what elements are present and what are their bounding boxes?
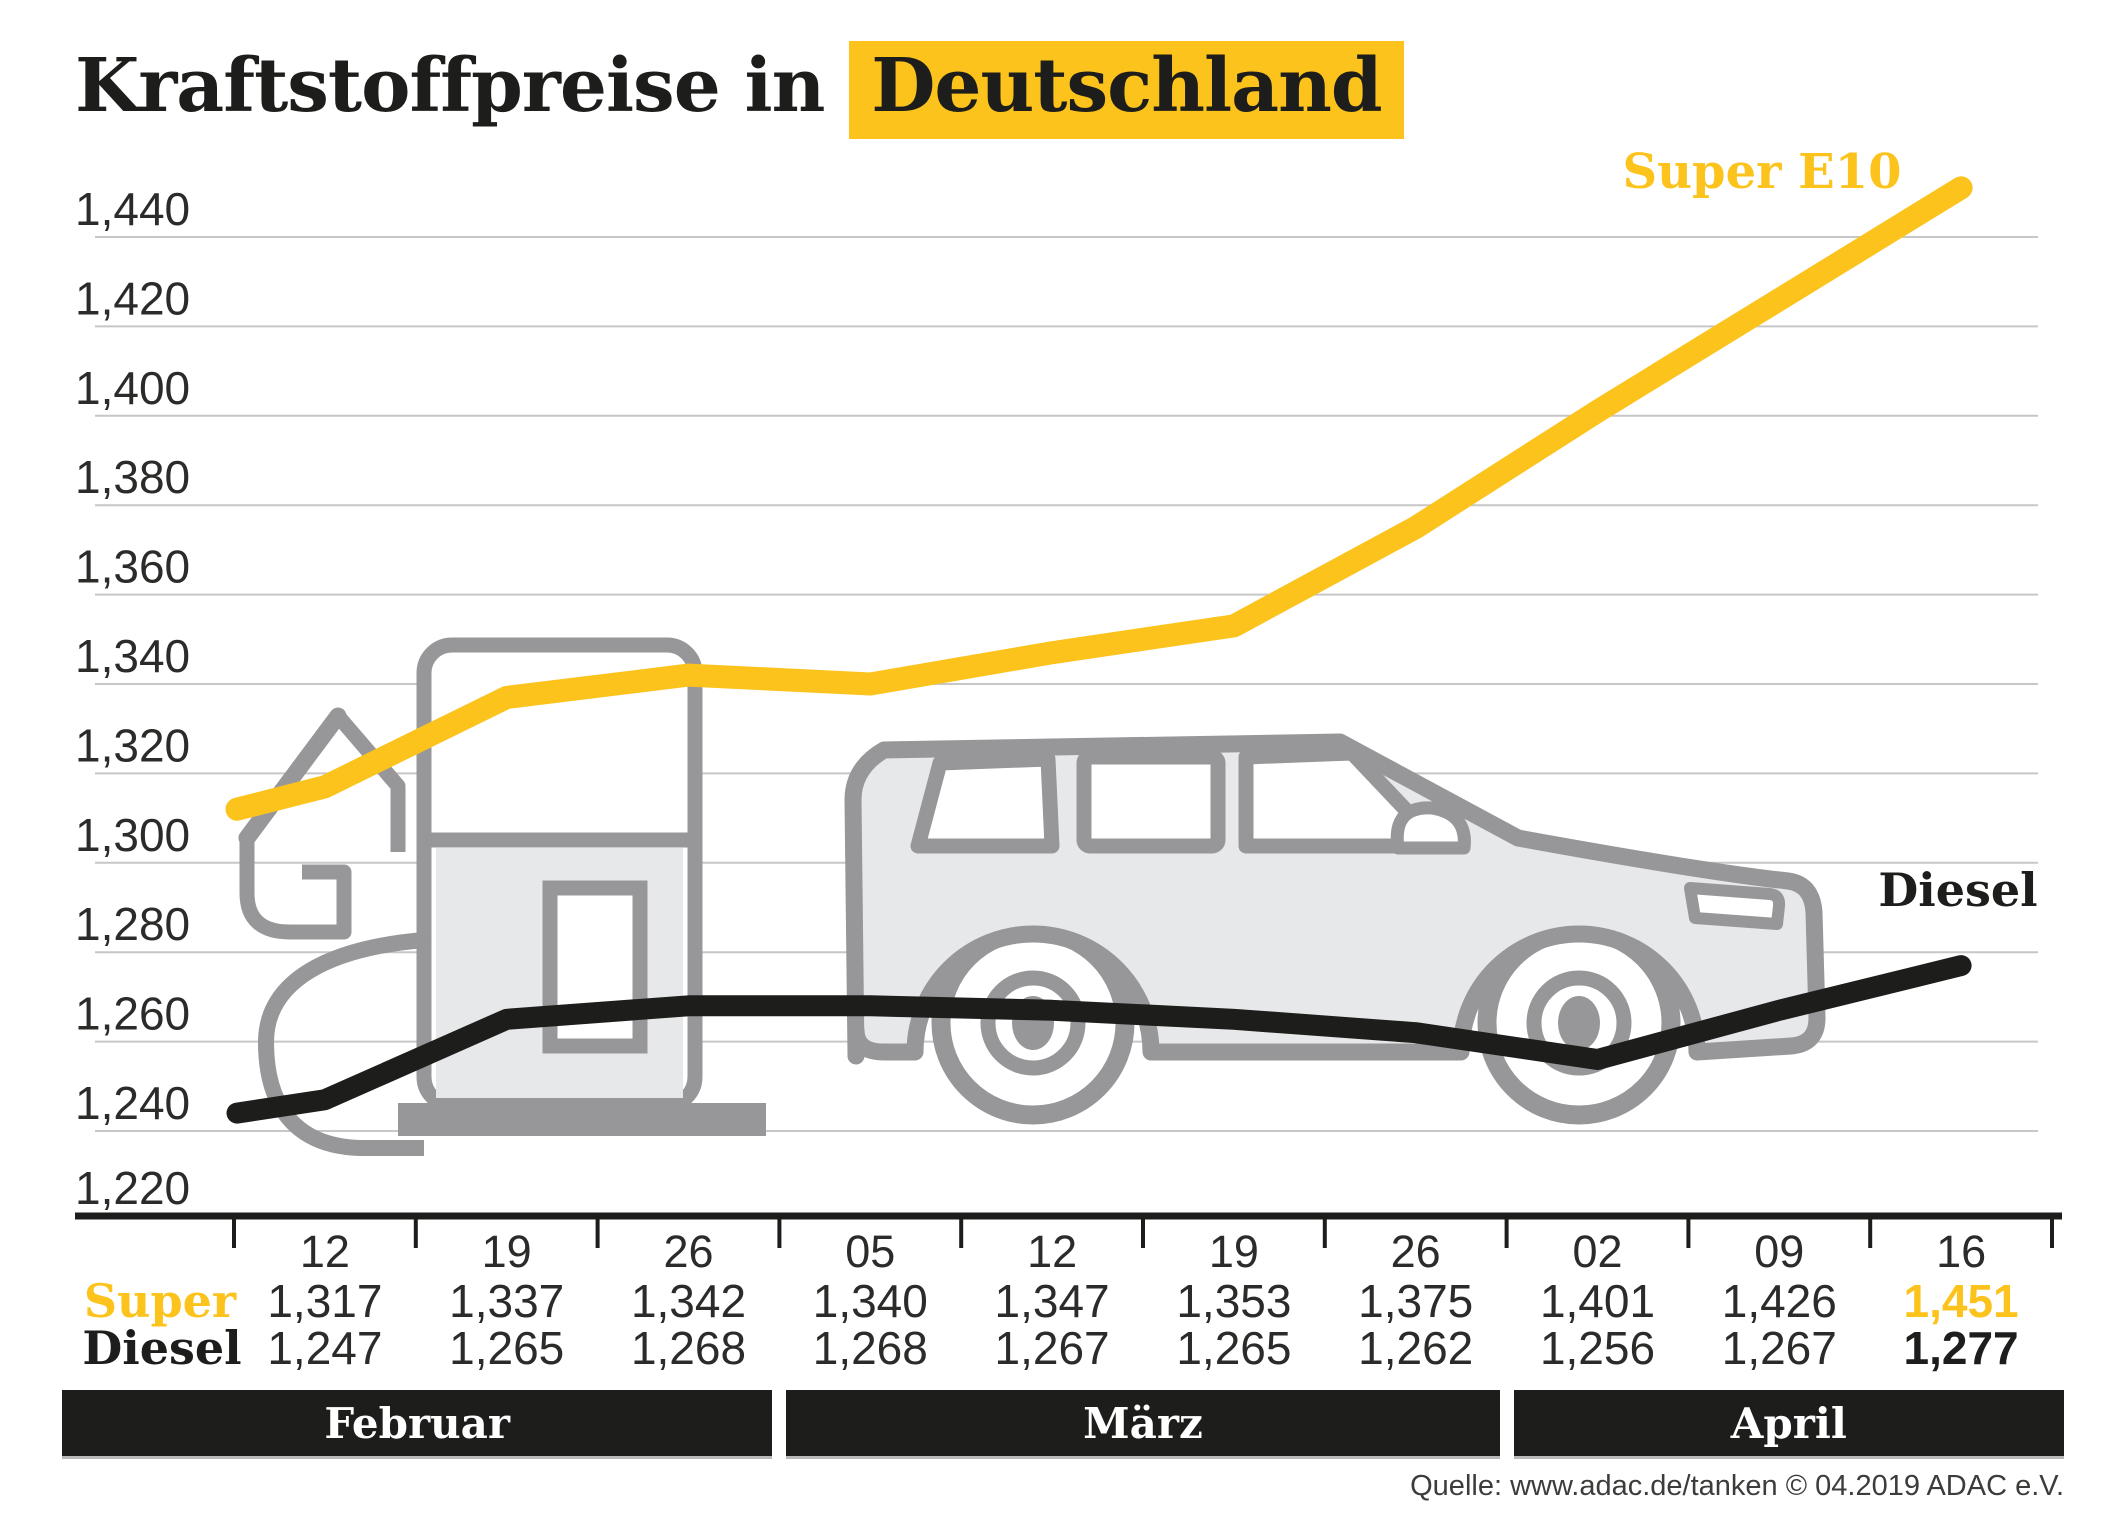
x-axis (75, 1212, 2062, 1248)
diesel-line (226, 955, 1972, 1124)
month-band-april: April (1513, 1390, 2064, 1456)
table-diesel-value: 1,262 (1358, 1322, 1474, 1374)
table-row-label-diesel: Diesel (82, 1321, 242, 1375)
date-label: 09 (1754, 1226, 1805, 1277)
date-label: 05 (845, 1226, 896, 1277)
table-super-value: 1,353 (1176, 1275, 1292, 1327)
title-prefix: Kraftstoffpreise in (75, 43, 825, 129)
table-diesel-value: 1,265 (1176, 1322, 1292, 1374)
table-super-value: 1,347 (994, 1275, 1110, 1327)
table-diesel-value: 1,267 (1721, 1322, 1837, 1374)
y-axis-label: 1,440 (75, 183, 190, 235)
table-diesel-value: 1,268 (630, 1322, 747, 1374)
table-diesel-value: 1,265 (449, 1322, 565, 1374)
y-axis-label: 1,400 (75, 362, 190, 414)
car-middle-window (1076, 749, 1226, 854)
car-headlight (1684, 882, 1786, 930)
date-label: 19 (1208, 1226, 1259, 1277)
month-band-label: März (1083, 1398, 1203, 1448)
table-diesel-value: 1,277 (1903, 1322, 2019, 1374)
car-rear-window (910, 751, 1060, 854)
table-super-value: 1,342 (630, 1275, 747, 1327)
y-axis-label: 1,380 (75, 451, 190, 503)
table-diesel-value: 1,268 (812, 1322, 928, 1374)
car-front-wheel (1477, 921, 1681, 1125)
date-label: 26 (663, 1226, 714, 1277)
car-side-mirror (1390, 801, 1471, 855)
table-super-value: 1,317 (267, 1275, 383, 1327)
car-illustration (844, 733, 1826, 1125)
legend-diesel: Diesel (1878, 863, 2038, 917)
date-label: 26 (1390, 1226, 1441, 1277)
month-band-label: April (1730, 1398, 1847, 1448)
pump-nozzle-grip (239, 838, 352, 940)
source-note: Quelle: www.adac.de/tanken © 04.2019 ADA… (1410, 1470, 2064, 1502)
pump-hose (257, 932, 425, 1156)
table-diesel-value: 1,256 (1539, 1322, 1656, 1374)
table-super-value: 1,426 (1721, 1275, 1837, 1327)
table-diesel-value: 1,247 (267, 1322, 383, 1374)
y-axis-label: 1,340 (75, 630, 190, 682)
date-label: 12 (1027, 1226, 1078, 1277)
y-axis-label: 1,260 (75, 988, 190, 1040)
date-label: 02 (1572, 1226, 1623, 1277)
car-front-window (1238, 745, 1448, 854)
y-axis-label: 1,360 (75, 541, 190, 593)
date-label: 19 (481, 1226, 532, 1277)
y-axis-label: 1,280 (75, 898, 190, 950)
month-band-märz: März (786, 1390, 1500, 1456)
table-super-value: 1,375 (1358, 1275, 1474, 1327)
y-axis-labels: 1,440 1,420 1,400 1,380 1,360 1,340 1,320 1,300… (75, 183, 190, 1214)
table-super-value: 1,340 (812, 1275, 928, 1327)
y-axis-label: 1,300 (75, 809, 190, 861)
date-label: 16 (1936, 1226, 1987, 1277)
pump-nozzle-handle (238, 707, 347, 847)
y-axis-label: 1,220 (75, 1162, 190, 1214)
table-diesel-value: 1,267 (994, 1322, 1110, 1374)
table-super-value: 1,337 (449, 1275, 565, 1327)
y-axis-label: 1,420 (75, 272, 190, 324)
pump-base (398, 1103, 766, 1136)
date-label: 12 (299, 1226, 350, 1277)
month-band-label: Februar (324, 1398, 510, 1448)
super-e10-line (225, 176, 1973, 821)
pump-nozzle-spout (332, 711, 406, 852)
page-title: Kraftstoffpreise in Deutschland (75, 34, 1404, 139)
table-super-value: 1,451 (1903, 1275, 2019, 1327)
table-super-value: 1,401 (1539, 1275, 1656, 1327)
month-band-februar: Februar (62, 1390, 773, 1456)
legend-super-e10: Super E10 (1622, 144, 1902, 200)
title-highlight: Deutschland (849, 41, 1404, 139)
fuel-pump-illustration (238, 637, 766, 1156)
table-row-label-super: Super (83, 1274, 237, 1328)
y-axis-label: 1,240 (75, 1077, 190, 1129)
y-axis-label: 1,320 (75, 719, 190, 771)
